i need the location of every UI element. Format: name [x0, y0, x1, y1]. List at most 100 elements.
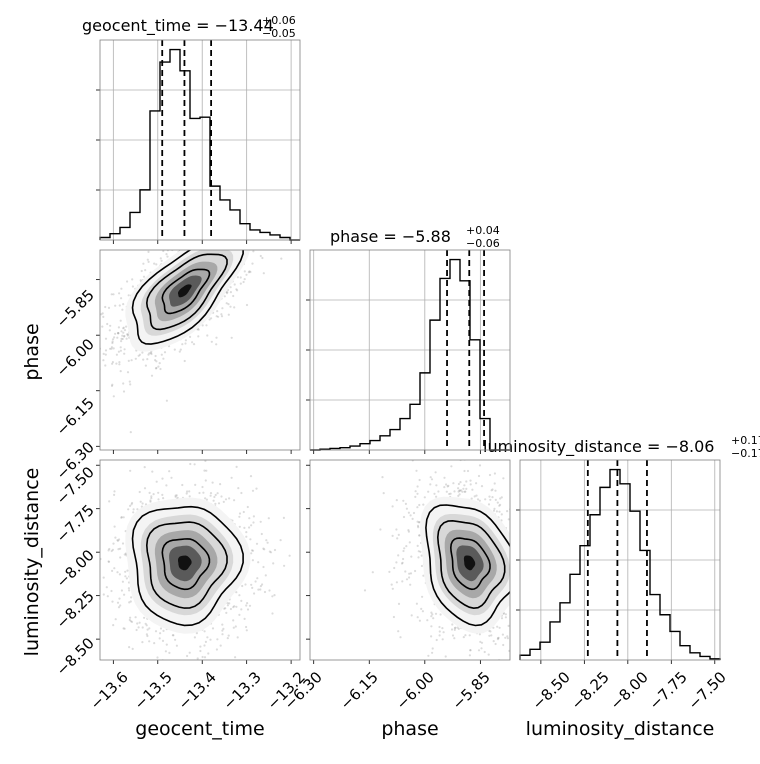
sample-point [110, 293, 113, 296]
sample-point [134, 357, 137, 360]
sample-point [225, 227, 227, 229]
sample-point [462, 665, 464, 667]
sample-point [122, 390, 126, 393]
sample-point [487, 503, 491, 506]
sample-point [294, 209, 296, 211]
sample-point [390, 583, 393, 586]
sample-point [113, 336, 116, 339]
sample-point [458, 489, 462, 492]
sample-point [416, 506, 419, 509]
sample-point [499, 497, 502, 500]
sample-point [129, 616, 132, 619]
sample-point [120, 297, 123, 300]
sample-point [229, 222, 231, 224]
sample-point [430, 615, 433, 618]
sample-point [202, 491, 205, 494]
sample-point [267, 517, 270, 520]
sample-point [513, 517, 515, 519]
sample-point [248, 526, 251, 529]
sample-point [500, 617, 504, 620]
sample-point [523, 635, 525, 637]
sample-point [249, 538, 252, 541]
sample-point [515, 590, 517, 592]
sample-point [517, 574, 519, 576]
sample-point [219, 243, 221, 245]
sample-point [435, 484, 438, 487]
sample-point [501, 633, 504, 636]
sample-point [238, 594, 241, 597]
sample-point [480, 485, 484, 488]
sample-point [442, 442, 444, 444]
sample-point [403, 547, 406, 550]
tick-label: −6.00 [53, 335, 98, 380]
sample-point [88, 531, 90, 533]
sample-point [187, 451, 189, 453]
sample-point [188, 490, 191, 493]
sample-point [210, 317, 213, 320]
sample-point [227, 313, 230, 316]
sample-point [221, 235, 223, 237]
sample-point [184, 342, 187, 345]
sample-point [162, 357, 165, 360]
sample-point [239, 282, 242, 285]
sample-point [543, 601, 545, 603]
sample-point [188, 651, 191, 654]
sample-point [284, 231, 286, 233]
sample-point [218, 243, 220, 245]
sample-point [205, 243, 207, 245]
sample-point [125, 325, 128, 328]
tick-label: −13.5 [131, 668, 176, 713]
sample-point [197, 335, 200, 338]
sample-point [513, 575, 515, 577]
sample-point [516, 703, 518, 705]
sample-point [489, 498, 492, 501]
title-luminosity-distance-sub: −0.17 [731, 447, 760, 460]
sample-point [209, 638, 212, 641]
tick-label: −5.85 [53, 286, 98, 331]
sample-point [203, 469, 206, 472]
sample-point [172, 634, 175, 637]
sample-point [194, 246, 196, 248]
sample-point [469, 479, 472, 482]
sample-point [115, 353, 118, 356]
sample-point [514, 589, 516, 591]
sample-point [484, 498, 487, 501]
sample-point [121, 580, 124, 583]
sample-point [196, 657, 199, 660]
sample-point [244, 228, 246, 230]
sample-point [195, 244, 197, 246]
luminosity-distance-vs-phase-frame [309, 459, 511, 661]
sample-point [527, 598, 529, 600]
sample-point [235, 591, 238, 594]
sample-point [146, 258, 149, 261]
sample-point [126, 371, 130, 374]
sample-point [213, 245, 215, 247]
sample-point [130, 359, 133, 362]
sample-point [257, 561, 260, 564]
sample-point [122, 303, 125, 306]
sample-point [143, 663, 145, 665]
sample-point [250, 583, 253, 586]
sample-point [157, 365, 160, 368]
sample-point [379, 528, 382, 531]
sample-point [408, 572, 411, 575]
sample-point [159, 627, 163, 630]
sample-point [220, 246, 222, 248]
contour-line [161, 538, 211, 591]
sample-point [288, 554, 291, 557]
sample-point [186, 673, 188, 675]
sample-point [524, 620, 526, 622]
sample-point [460, 489, 463, 492]
sample-point [438, 630, 441, 633]
sample-point [416, 492, 419, 495]
sample-point [429, 483, 432, 486]
sample-point [477, 649, 481, 652]
sample-point [168, 651, 171, 655]
sample-point [461, 454, 463, 456]
sample-point [223, 607, 226, 610]
sample-point [469, 649, 472, 652]
sample-point [127, 508, 130, 511]
sample-point [217, 238, 219, 240]
sample-point [193, 463, 196, 466]
sample-point [183, 246, 185, 248]
